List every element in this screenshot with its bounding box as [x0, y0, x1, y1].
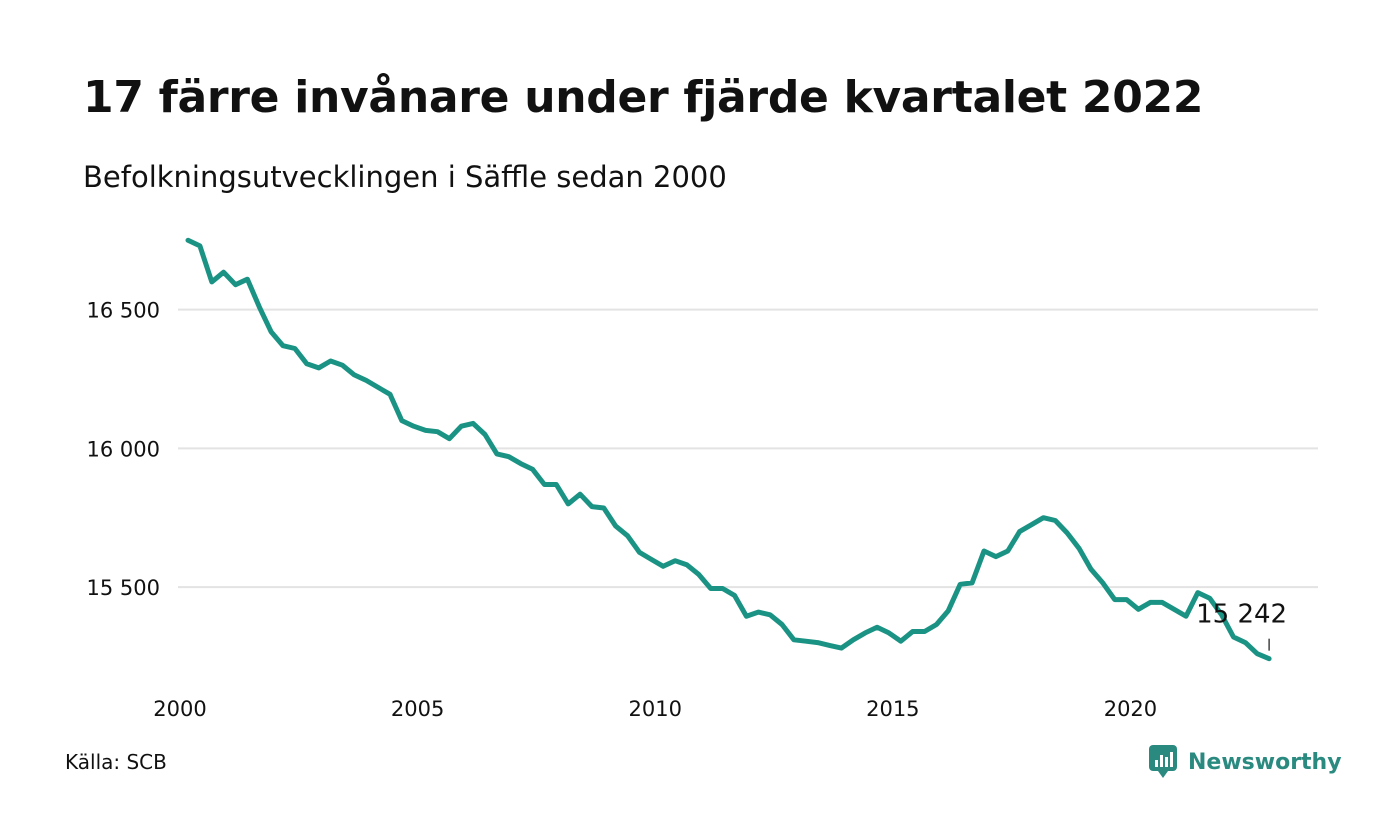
newsworthy-logo-icon: [1149, 745, 1177, 778]
series-line: [185, 237, 1272, 662]
chart-subtitle: Befolkningsutvecklingen i Säffle sedan 2…: [83, 160, 727, 194]
annotation-group: 15 242: [1196, 600, 1287, 651]
x-tick-label: 2015: [866, 697, 919, 721]
y-tick-label: 16 500: [87, 299, 160, 323]
series-group: [185, 237, 1272, 662]
x-tick-label: 2000: [153, 697, 206, 721]
x-tick-label: 2010: [628, 697, 681, 721]
source-note: Källa: SCB: [65, 750, 167, 774]
x-axis-ticks: 2000 2005 2010 2015 2020: [153, 697, 1157, 721]
y-tick-label: 15 500: [87, 576, 160, 600]
x-tick-label: 2005: [391, 697, 444, 721]
brand-name: Newsworthy: [1188, 749, 1342, 775]
gridlines: [178, 308, 1318, 589]
brand-logo[interactable]: Newsworthy: [1148, 744, 1342, 780]
y-tick-label: 16 000: [87, 437, 160, 461]
chart-title: 17 färre invånare under fjärde kvartalet…: [83, 72, 1204, 123]
end-value-label: 15 242: [1196, 600, 1287, 630]
y-axis-ticks: 15 500 16 000 16 500: [87, 299, 160, 600]
x-tick-label: 2020: [1104, 697, 1157, 721]
